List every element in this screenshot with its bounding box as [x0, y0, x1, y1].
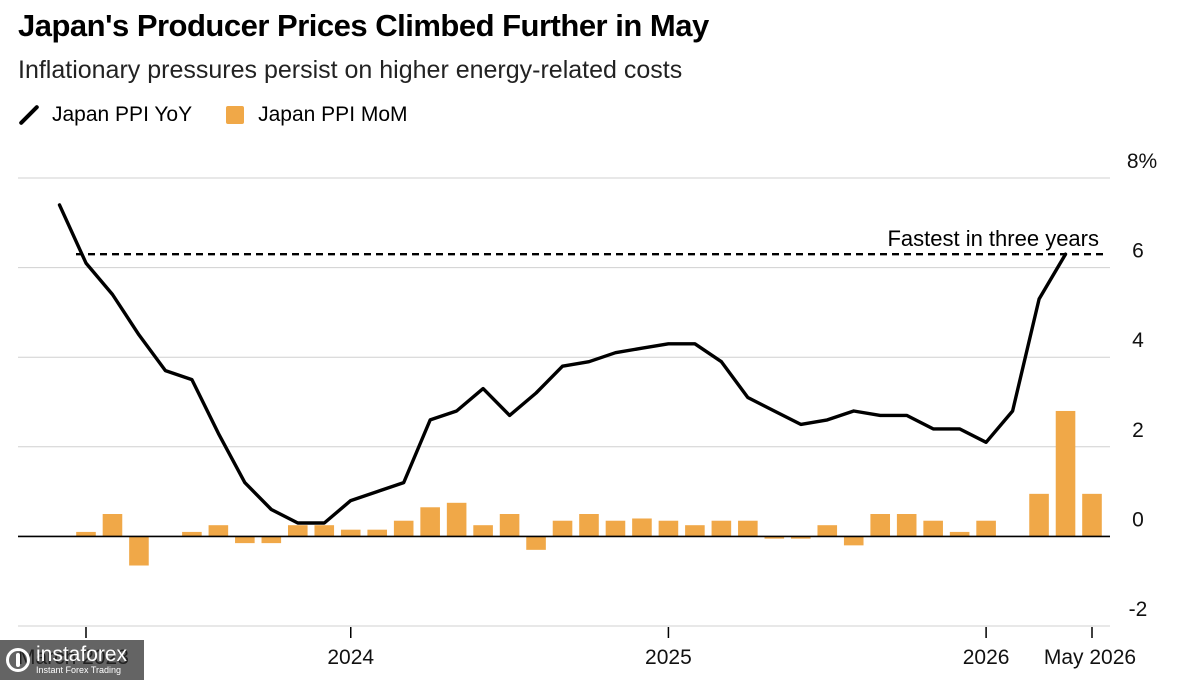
mom-bar: [790, 536, 811, 539]
mom-bar: [632, 518, 652, 537]
mom-bar: [605, 520, 626, 537]
y-tick-label: 6: [1132, 240, 1144, 263]
y-axis: 8% 6 4 2 0 -2: [1127, 150, 1157, 621]
watermark: instaforex Instant Forex Trading: [0, 640, 144, 680]
mom-bar: [579, 514, 599, 537]
mom-bar: [340, 529, 361, 537]
legend-item-mom: Japan PPI MoM: [226, 103, 408, 127]
legend-item-yoy: Japan PPI YoY: [18, 103, 192, 127]
mom-bar: [764, 536, 785, 539]
mom-bar: [367, 529, 388, 537]
mom-bars: [76, 410, 1102, 566]
annotation: Fastest in three years: [76, 226, 1104, 256]
mom-bar: [843, 536, 864, 546]
legend-label-mom: Japan PPI MoM: [258, 103, 408, 126]
mom-bar: [552, 520, 573, 537]
mom-bar: [526, 536, 546, 550]
chart-title: Japan's Producer Prices Climbed Further …: [18, 8, 709, 43]
bar-swatch-icon: [226, 106, 245, 124]
mom-bar: [420, 507, 440, 537]
y-tick-label: 0: [1132, 508, 1144, 531]
mom-bar: [1029, 493, 1049, 537]
x-tick-label: May 2026: [1044, 646, 1136, 669]
yoy-line: [57, 203, 1068, 525]
chart-subtitle: Inflationary pressures persist on higher…: [18, 56, 683, 84]
y-tick-label: 4: [1132, 329, 1144, 352]
mom-bar: [235, 536, 255, 544]
mom-bar: [817, 525, 838, 537]
mom-bar: [102, 514, 123, 537]
gridlines: [18, 177, 1110, 627]
mom-bar: [870, 514, 891, 537]
y-tick-label: -2: [1129, 598, 1148, 621]
mom-bar: [658, 520, 679, 537]
y-tick-label: 8%: [1127, 150, 1157, 173]
x-tick-label: 2024: [327, 646, 374, 669]
annotation-label: Fastest in three years: [887, 226, 1099, 251]
mom-bar: [976, 520, 996, 537]
mom-bar: [208, 525, 229, 537]
mom-bar: [685, 525, 705, 537]
mom-bar: [393, 520, 414, 537]
watermark-brand: instaforex: [36, 643, 128, 666]
mom-bar: [1055, 410, 1076, 537]
mom-bar: [923, 520, 943, 537]
mom-bar: [896, 514, 917, 537]
instaforex-logo-icon: [6, 648, 30, 672]
legend-label-yoy: Japan PPI YoY: [52, 103, 193, 126]
mom-bar: [949, 531, 970, 537]
x-axis: March 2023202420252026May 2026: [18, 627, 1136, 669]
mom-bar: [129, 536, 149, 566]
mom-bar: [287, 525, 308, 537]
mom-bar: [473, 525, 493, 537]
mom-bar: [76, 531, 96, 537]
mom-bar: [499, 514, 520, 537]
yoy-series-line: [57, 203, 1068, 525]
mom-bar: [446, 502, 467, 537]
y-tick-label: 2: [1132, 419, 1144, 442]
mom-bar: [738, 520, 758, 537]
mom-bar: [182, 531, 202, 537]
x-tick-label: 2025: [645, 646, 692, 669]
watermark-tagline: Instant Forex Trading: [36, 665, 122, 675]
x-tick-label: 2026: [963, 646, 1010, 669]
mom-bar: [314, 525, 335, 537]
legend: Japan PPI YoY Japan PPI MoM: [18, 100, 442, 130]
mom-bar: [711, 520, 732, 537]
mom-bar: [261, 536, 282, 544]
mom-bar: [1082, 493, 1102, 537]
